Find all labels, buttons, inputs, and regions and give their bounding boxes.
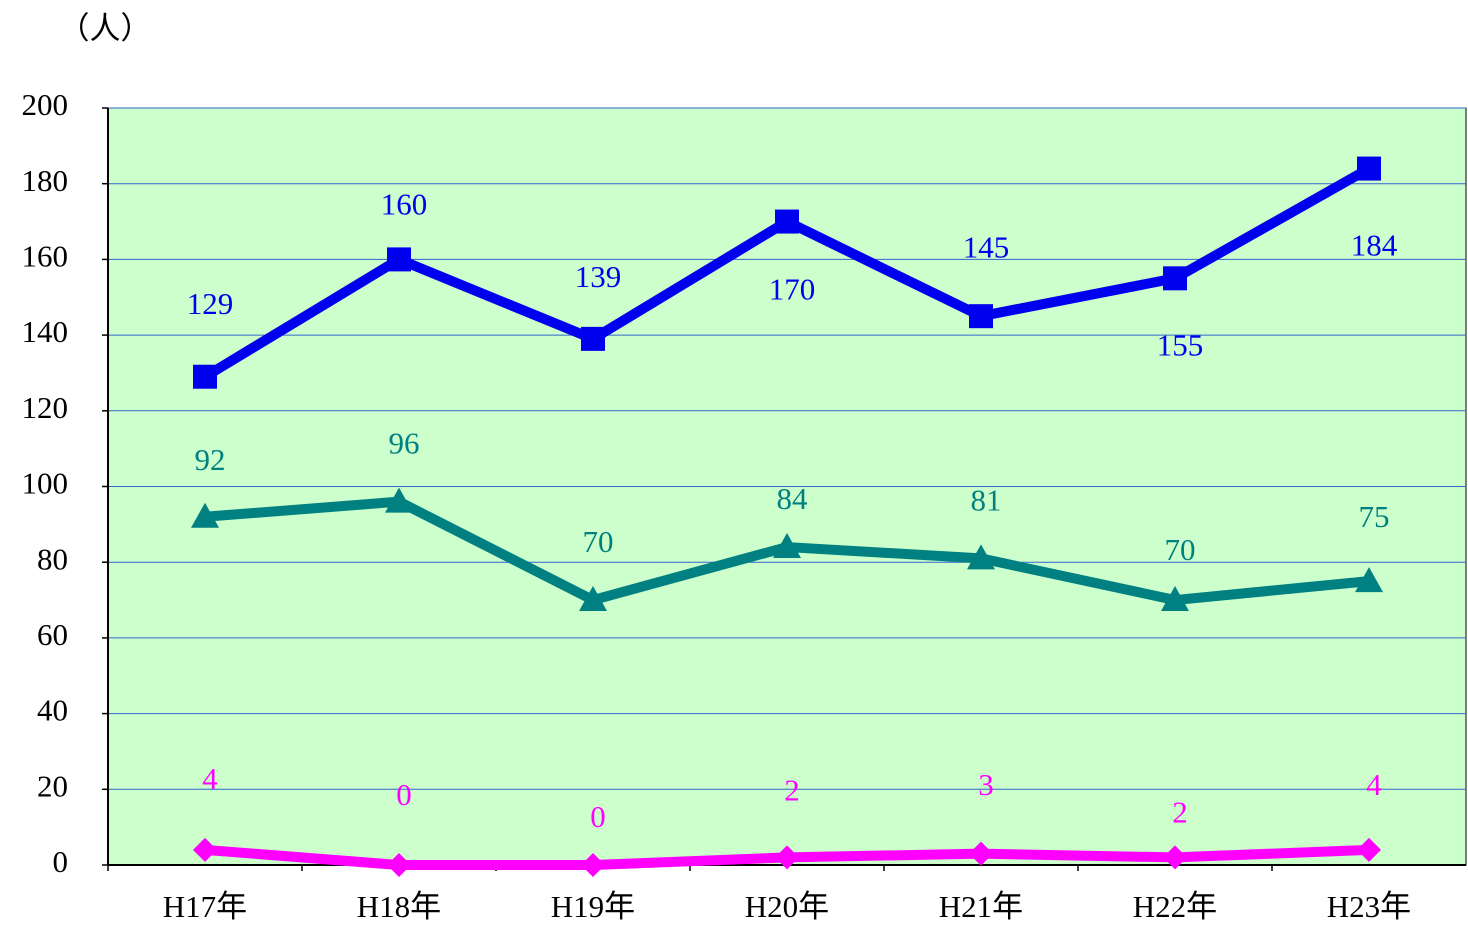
y-tick-label: 140	[22, 314, 69, 349]
y-tick-label: 0	[53, 844, 69, 879]
x-tick-label: H20年	[745, 889, 829, 924]
marker	[969, 304, 993, 329]
marker	[967, 544, 995, 570]
data-label: 145	[963, 229, 1010, 264]
marker	[1161, 586, 1189, 612]
data-label: 75	[1359, 499, 1390, 534]
marker	[773, 533, 801, 559]
y-tick-label: 60	[37, 617, 68, 652]
data-label: 84	[777, 481, 809, 516]
y-tick-label: 120	[22, 390, 69, 425]
data-label: 4	[202, 761, 218, 796]
data-label: 96	[389, 426, 420, 461]
marker	[193, 364, 217, 389]
data-label: 160	[381, 187, 428, 222]
x-tick-label: H18年	[357, 889, 441, 924]
marker	[775, 845, 799, 870]
data-label: 81	[971, 483, 1002, 518]
x-tick-label: H21年	[939, 889, 1023, 924]
data-label: 70	[583, 524, 614, 559]
y-tick-label: 180	[22, 163, 69, 198]
data-label: 139	[575, 259, 622, 294]
marker	[969, 841, 993, 866]
marker	[579, 586, 607, 612]
data-label: 129	[187, 286, 234, 321]
data-label: 170	[769, 272, 816, 307]
marker	[193, 837, 217, 862]
data-label: 92	[195, 442, 226, 477]
marker	[1357, 837, 1381, 862]
marker	[581, 853, 605, 877]
data-label: 2	[1172, 795, 1188, 830]
marker	[581, 326, 605, 351]
y-tick-label: 80	[37, 541, 68, 576]
x-tick-label: H19年	[551, 889, 635, 924]
y-tick-label: 200	[22, 87, 69, 122]
marker	[387, 247, 411, 272]
data-label: 184	[1351, 228, 1398, 263]
marker	[1355, 567, 1383, 593]
y-tick-label: 160	[22, 239, 69, 274]
marker	[191, 502, 219, 528]
data-label: 70	[1165, 532, 1196, 567]
x-tick-label: H17年	[163, 889, 247, 924]
x-tick-label: H22年	[1133, 889, 1217, 924]
marker	[1357, 156, 1381, 181]
y-tick-label: 20	[37, 768, 68, 803]
x-tick-label: H23年	[1327, 889, 1411, 924]
y-tick-label: 100	[22, 466, 69, 501]
marker	[1163, 845, 1187, 870]
marker	[385, 487, 413, 513]
marker	[387, 853, 411, 877]
data-label: 0	[396, 777, 412, 812]
marker	[775, 209, 799, 234]
y-unit-label: （人）	[59, 11, 152, 46]
data-label: 2	[784, 773, 800, 808]
y-tick-label: 40	[37, 693, 68, 728]
data-label: 4	[1366, 767, 1382, 802]
marker	[1163, 266, 1187, 291]
data-label: 3	[978, 767, 994, 802]
data-label: 0	[590, 799, 606, 834]
data-label: 155	[1157, 327, 1204, 362]
